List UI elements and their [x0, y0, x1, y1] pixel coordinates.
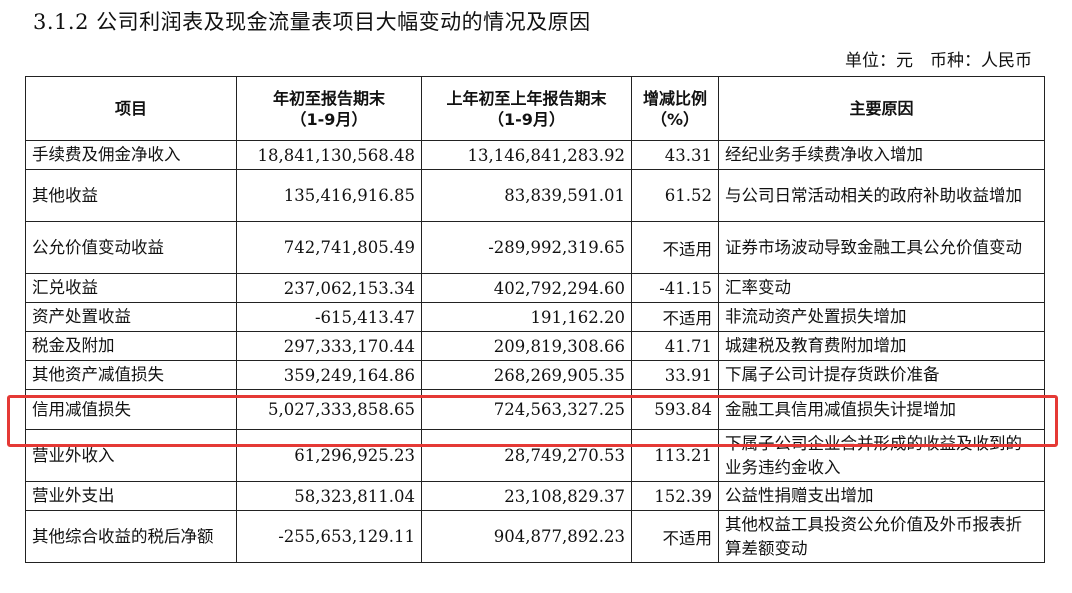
row-change: 152.39: [631, 481, 719, 511]
row-prior: 83,839,591.01: [421, 169, 632, 222]
table-row: 其他收益 135,416,916.85 83,839,591.01 61.52 …: [25, 169, 1045, 222]
table-row: 税金及附加 297,333,170.44 209,819,308.66 41.7…: [25, 331, 1045, 361]
row-current: 5,027,333,858.65: [236, 389, 422, 430]
row-reason: 经纪业务手续费净收入增加: [718, 140, 1045, 170]
row-change: -41.15: [631, 273, 719, 303]
row-prior: 209,819,308.66: [421, 331, 632, 361]
row-prior: 28,749,270.53: [421, 429, 632, 482]
row-reason: 公益性捐赠支出增加: [718, 481, 1045, 511]
row-prior: 13,146,841,283.92: [421, 140, 632, 170]
row-current: 359,249,164.86: [236, 360, 422, 390]
row-prior: -289,992,319.65: [421, 221, 632, 274]
row-current: 237,062,153.34: [236, 273, 422, 303]
header-prior-period: 上年初至上年报告期末 （1-9月）: [421, 76, 632, 141]
row-prior: 191,162.20: [421, 302, 632, 332]
row-current: 297,333,170.44: [236, 331, 422, 361]
row-item: 其他收益: [25, 169, 237, 222]
table-row: 汇兑收益 237,062,153.34 402,792,294.60 -41.1…: [25, 273, 1045, 303]
row-current: 135,416,916.85: [236, 169, 422, 222]
row-reason: 汇率变动: [718, 273, 1045, 303]
header-reason: 主要原因: [718, 76, 1045, 141]
row-current: 61,296,925.23: [236, 429, 422, 482]
table-row: 营业外支出 58,323,811.04 23,108,829.37 152.39…: [25, 481, 1045, 511]
row-prior: 23,108,829.37: [421, 481, 632, 511]
header-change-pct: 增减比例 （%）: [631, 76, 719, 141]
row-item: 信用减值损失: [25, 389, 237, 430]
row-change: 41.71: [631, 331, 719, 361]
row-reason: 下属子公司企业合并形成的收益及收到的业务违约金收入: [718, 429, 1045, 482]
row-item: 税金及附加: [25, 331, 237, 361]
row-item: 手续费及佣金净收入: [25, 140, 237, 170]
row-reason: 与公司日常活动相关的政府补助收益增加: [718, 169, 1045, 222]
row-item: 其他资产减值损失: [25, 360, 237, 390]
row-change: 593.84: [631, 389, 719, 430]
table-row: 其他综合收益的税后净额 -255,653,129.11 904,877,892.…: [25, 510, 1045, 563]
row-prior: 268,269,905.35: [421, 360, 632, 390]
row-item: 其他综合收益的税后净额: [25, 510, 237, 563]
row-change: 不适用: [631, 221, 719, 274]
table-row: 资产处置收益 -615,413.47 191,162.20 不适用 非流动资产处…: [25, 302, 1045, 332]
row-current: 18,841,130,568.48: [236, 140, 422, 170]
row-change: 113.21: [631, 429, 719, 482]
row-change: 61.52: [631, 169, 719, 222]
table-row: 手续费及佣金净收入 18,841,130,568.48 13,146,841,2…: [25, 140, 1045, 170]
table-row: 其他资产减值损失 359,249,164.86 268,269,905.35 3…: [25, 360, 1045, 390]
income-statement-change-table: 项目 年初至报告期末 （1-9月） 上年初至上年报告期末 （1-9月） 增减比例…: [25, 76, 1045, 563]
row-reason: 其他权益工具投资公允价值及外币报表折算差额变动: [718, 510, 1045, 563]
row-item: 资产处置收益: [25, 302, 237, 332]
section-title: 3.1.2 公司利润表及现金流量表项目大幅变动的情况及原因: [33, 10, 591, 34]
row-prior: 402,792,294.60: [421, 273, 632, 303]
header-current-period: 年初至报告期末 （1-9月）: [236, 76, 422, 141]
row-current: -615,413.47: [236, 302, 422, 332]
row-current: -255,653,129.11: [236, 510, 422, 563]
row-reason: 金融工具信用减值损失计提增加: [718, 389, 1045, 430]
table-row-highlighted: 信用减值损失 5,027,333,858.65 724,563,327.25 5…: [25, 389, 1045, 430]
row-change: 不适用: [631, 510, 719, 563]
row-change: 33.91: [631, 360, 719, 390]
row-item: 公允价值变动收益: [25, 221, 237, 274]
unit-currency-note: 单位：元 币种：人民币: [845, 51, 1032, 71]
table-row: 营业外收入 61,296,925.23 28,749,270.53 113.21…: [25, 429, 1045, 482]
row-reason: 城建税及教育费附加增加: [718, 331, 1045, 361]
row-prior: 724,563,327.25: [421, 389, 632, 430]
row-item: 汇兑收益: [25, 273, 237, 303]
row-current: 58,323,811.04: [236, 481, 422, 511]
row-reason: 证券市场波动导致金融工具公允价值变动: [718, 221, 1045, 274]
header-item: 项目: [25, 76, 237, 141]
row-item: 营业外支出: [25, 481, 237, 511]
row-change: 43.31: [631, 140, 719, 170]
row-change: 不适用: [631, 302, 719, 332]
row-reason: 下属子公司计提存货跌价准备: [718, 360, 1045, 390]
table-row: 公允价值变动收益 742,741,805.49 -289,992,319.65 …: [25, 221, 1045, 274]
row-prior: 904,877,892.23: [421, 510, 632, 563]
row-item: 营业外收入: [25, 429, 237, 482]
row-current: 742,741,805.49: [236, 221, 422, 274]
row-reason: 非流动资产处置损失增加: [718, 302, 1045, 332]
